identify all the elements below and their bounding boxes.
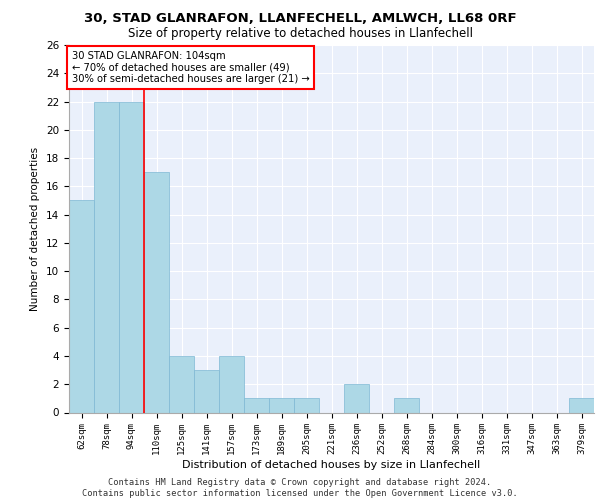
Bar — [269, 398, 294, 412]
Bar — [194, 370, 219, 412]
Text: Size of property relative to detached houses in Llanfechell: Size of property relative to detached ho… — [128, 28, 473, 40]
X-axis label: Distribution of detached houses by size in Llanfechell: Distribution of detached houses by size … — [182, 460, 481, 470]
Bar — [394, 398, 419, 412]
Bar — [144, 172, 169, 412]
Y-axis label: Number of detached properties: Number of detached properties — [31, 146, 40, 311]
Text: 30, STAD GLANRAFON, LLANFECHELL, AMLWCH, LL68 0RF: 30, STAD GLANRAFON, LLANFECHELL, AMLWCH,… — [83, 12, 517, 26]
Bar — [94, 102, 119, 412]
Bar — [569, 398, 594, 412]
Bar — [69, 200, 94, 412]
Bar — [169, 356, 194, 412]
Bar — [294, 398, 319, 412]
Text: 30 STAD GLANRAFON: 104sqm
← 70% of detached houses are smaller (49)
30% of semi-: 30 STAD GLANRAFON: 104sqm ← 70% of detac… — [71, 50, 309, 84]
Bar — [344, 384, 369, 412]
Bar — [119, 102, 144, 412]
Text: Contains HM Land Registry data © Crown copyright and database right 2024.
Contai: Contains HM Land Registry data © Crown c… — [82, 478, 518, 498]
Bar — [244, 398, 269, 412]
Bar — [219, 356, 244, 412]
